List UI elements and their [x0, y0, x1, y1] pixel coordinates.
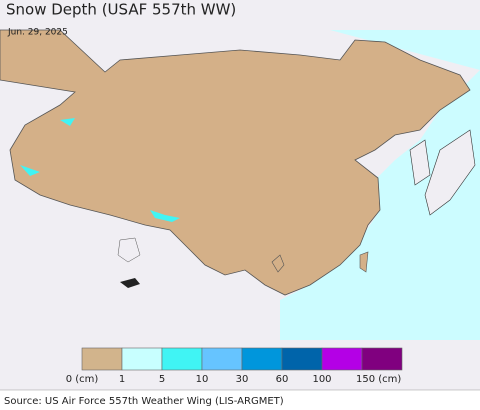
legend-swatch — [361, 347, 403, 371]
source: Source: US Air Force 557th Weather Wing … — [4, 396, 284, 407]
legend-swatch — [121, 347, 163, 371]
china-region — [0, 29, 471, 296]
neighbor — [117, 237, 141, 263]
legend-swatch — [201, 347, 243, 371]
legend-swatch — [281, 347, 323, 371]
korea-japan — [409, 129, 476, 216]
legend-swatch — [241, 347, 283, 371]
islands — [271, 251, 369, 273]
title: Snow Depth (USAF 557th WW) — [6, 1, 236, 19]
legend-label: 100 — [312, 374, 331, 385]
legend-label: 60 — [276, 374, 289, 385]
legend-label: 1 — [119, 374, 125, 385]
legend-swatch — [321, 347, 363, 371]
legend-label: 30 — [236, 374, 249, 385]
source-bar — [0, 390, 480, 410]
legend-label: 0 (cm) — [66, 374, 99, 385]
ocean — [280, 30, 480, 340]
legend-label: 150 (cm) — [356, 374, 401, 385]
legend-label: 5 — [159, 374, 165, 385]
legend-label: 10 — [196, 374, 209, 385]
map — [0, 29, 480, 340]
dark-area — [120, 278, 140, 288]
legend: 0 (cm) 1 5 10 30 60 100 150 (cm) — [66, 347, 403, 385]
date: Jun. 29, 2025 — [7, 28, 68, 38]
legend-swatch — [81, 347, 123, 371]
legend-swatch — [161, 347, 203, 371]
